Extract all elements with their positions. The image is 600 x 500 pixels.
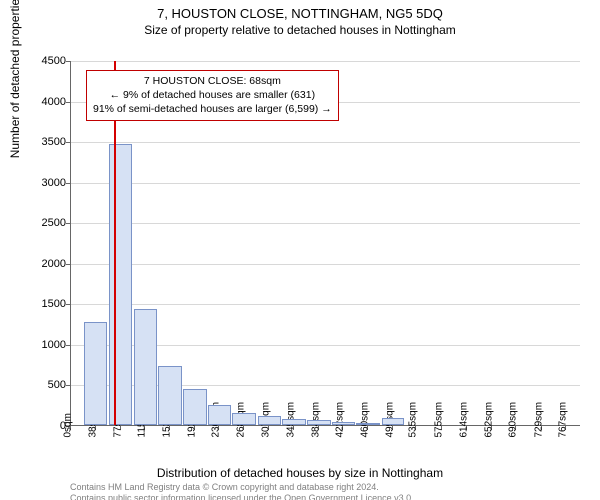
histogram-bar — [232, 413, 256, 425]
y-tick-mark — [66, 61, 70, 62]
chart-container: { "title": "7, HOUSTON CLOSE, NOTTINGHAM… — [0, 6, 600, 500]
gridline — [71, 183, 580, 184]
annotation-line-2: ← 9% of detached houses are smaller (631… — [93, 88, 332, 102]
histogram-bar — [109, 144, 132, 425]
y-tick-label: 4500 — [16, 55, 66, 67]
footer-line-1: Contains HM Land Registry data © Crown c… — [70, 482, 414, 493]
histogram-bar — [332, 422, 355, 425]
histogram-bar — [382, 418, 404, 425]
y-tick-label: 3000 — [16, 177, 66, 189]
x-axis-label: Distribution of detached houses by size … — [0, 466, 600, 480]
y-tick-label: 2500 — [16, 217, 66, 229]
histogram-bar — [208, 405, 231, 425]
y-tick-mark — [66, 345, 70, 346]
y-tick-label: 3500 — [16, 136, 66, 148]
gridline — [71, 61, 580, 62]
annotation-box: 7 HOUSTON CLOSE: 68sqm ← 9% of detached … — [86, 70, 339, 121]
histogram-bar — [183, 389, 206, 426]
annotation-line-3: 91% of semi-detached houses are larger (… — [93, 102, 332, 116]
gridline — [71, 304, 580, 305]
y-tick-mark — [66, 183, 70, 184]
y-tick-mark — [66, 102, 70, 103]
y-tick-mark — [66, 264, 70, 265]
y-axis-label: Number of detached properties — [8, 0, 22, 158]
chart-title: 7, HOUSTON CLOSE, NOTTINGHAM, NG5 5DQ — [0, 6, 600, 21]
y-tick-label: 1000 — [16, 339, 66, 351]
footer-attribution: Contains HM Land Registry data © Crown c… — [70, 482, 414, 500]
y-tick-label: 500 — [16, 379, 66, 391]
y-tick-mark — [66, 223, 70, 224]
gridline — [71, 223, 580, 224]
y-tick-label: 2000 — [16, 258, 66, 270]
gridline — [71, 264, 580, 265]
histogram-bar — [282, 419, 306, 425]
y-tick-mark — [66, 304, 70, 305]
histogram-bar — [84, 322, 108, 425]
footer-line-2: Contains public sector information licen… — [70, 493, 414, 500]
chart-subtitle: Size of property relative to detached ho… — [0, 23, 600, 37]
histogram-bar — [158, 366, 182, 425]
histogram-bar — [356, 423, 380, 425]
annotation-line-1: 7 HOUSTON CLOSE: 68sqm — [93, 74, 332, 88]
gridline — [71, 142, 580, 143]
y-tick-mark — [66, 385, 70, 386]
y-tick-mark — [66, 142, 70, 143]
y-tick-label: 0 — [16, 420, 66, 432]
histogram-bar — [258, 416, 281, 425]
y-tick-label: 4000 — [16, 96, 66, 108]
y-tick-label: 1500 — [16, 298, 66, 310]
histogram-bar — [307, 420, 330, 425]
histogram-bar — [134, 309, 157, 425]
